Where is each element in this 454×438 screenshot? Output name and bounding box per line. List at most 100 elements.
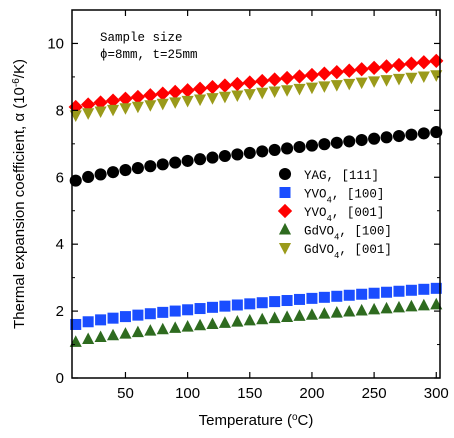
data-point [355, 303, 368, 316]
data-point [118, 91, 133, 106]
data-point [144, 100, 157, 112]
data-point [318, 307, 331, 319]
data-point [119, 311, 131, 323]
data-point [131, 325, 144, 338]
data-point [256, 87, 269, 100]
data-point [95, 314, 107, 326]
legend-marker [278, 167, 292, 181]
series-points [70, 282, 442, 330]
data-point [94, 106, 107, 119]
data-point [68, 99, 83, 115]
data-point [94, 330, 107, 343]
x-axis-title: Temperature (oC) [199, 412, 314, 430]
data-point [293, 309, 306, 321]
data-point [218, 316, 231, 328]
data-point [355, 133, 368, 147]
axis-ticks: 50 100 150 200 250 300 0 2 4 6 8 10 [47, 10, 449, 402]
data-point [267, 72, 282, 87]
data-point [119, 163, 132, 177]
legend-label: GdVO4, [100] [304, 225, 392, 243]
data-point [157, 306, 169, 318]
data-point [281, 310, 294, 322]
y-tick-label: 0 [56, 370, 64, 387]
data-point [231, 299, 243, 311]
data-point [169, 321, 182, 333]
data-point [218, 149, 231, 163]
data-point [144, 308, 156, 320]
data-point [194, 94, 207, 107]
data-point [105, 93, 121, 108]
data-point [181, 95, 194, 108]
data-point [368, 76, 381, 88]
data-point [292, 69, 307, 84]
data-point [130, 89, 146, 105]
y-tick-label: 2 [56, 303, 64, 320]
data-point [368, 287, 380, 299]
data-point [416, 55, 431, 70]
data-point [304, 67, 320, 83]
y-tick-label: 4 [56, 236, 64, 253]
data-point [194, 318, 207, 331]
y-tick-label: 10 [47, 35, 64, 52]
data-point [217, 78, 233, 93]
data-point [356, 288, 368, 300]
data-point [231, 315, 244, 327]
data-point [155, 86, 170, 101]
annotation-line-2: ϕ=8mm, t=25mm [100, 48, 198, 62]
data-point [242, 75, 257, 90]
x-tick-label: 250 [362, 385, 387, 402]
data-point [144, 324, 157, 336]
data-point [381, 286, 393, 298]
y-axis-title: Thermal expansion coefficient, α (10-6/K… [11, 59, 29, 329]
data-point [256, 145, 269, 158]
data-point [404, 56, 419, 71]
data-point [131, 101, 144, 114]
data-point [268, 311, 281, 324]
data-point [293, 83, 306, 96]
legend-label: YAG, [111] [304, 169, 379, 183]
data-point [343, 304, 356, 317]
data-point [330, 80, 343, 92]
data-point [342, 63, 357, 78]
data-point [244, 298, 256, 310]
x-tick-label: 150 [237, 385, 262, 402]
data-point [318, 81, 331, 93]
data-point [318, 291, 330, 303]
legend-label: YVO4, [100] [304, 188, 384, 206]
data-point [82, 170, 95, 184]
data-point [181, 320, 194, 332]
data-point [119, 327, 132, 339]
data-point [317, 66, 332, 81]
x-tick-label: 100 [175, 385, 200, 402]
data-point [256, 297, 268, 309]
data-point [106, 328, 120, 341]
data-point [156, 98, 169, 111]
data-point [206, 301, 218, 313]
legend: YAG, [111] YVO4, [100]YVO4, [001]GdVO4, [… [277, 167, 392, 261]
data-point [82, 108, 95, 120]
data-point [281, 85, 294, 97]
data-point [405, 299, 418, 312]
y-tick-label: 6 [56, 169, 64, 186]
data-point [231, 90, 244, 103]
data-point [70, 318, 82, 330]
data-point [405, 128, 418, 141]
y-tick-label: 8 [56, 102, 64, 119]
series-points [69, 126, 443, 187]
data-point [255, 73, 270, 89]
data-point [293, 140, 306, 154]
legend-label: YVO4, [001] [304, 206, 384, 224]
data-point [268, 143, 281, 156]
data-point [81, 97, 96, 112]
data-point [132, 309, 144, 321]
data-point [243, 89, 256, 101]
data-point [294, 293, 306, 305]
data-point [243, 146, 256, 159]
data-point [368, 302, 381, 315]
data-point [391, 57, 407, 73]
data-point [392, 73, 406, 86]
data-point [331, 290, 343, 302]
data-point [82, 316, 94, 328]
annotation-line-1: Sample size [100, 31, 183, 45]
